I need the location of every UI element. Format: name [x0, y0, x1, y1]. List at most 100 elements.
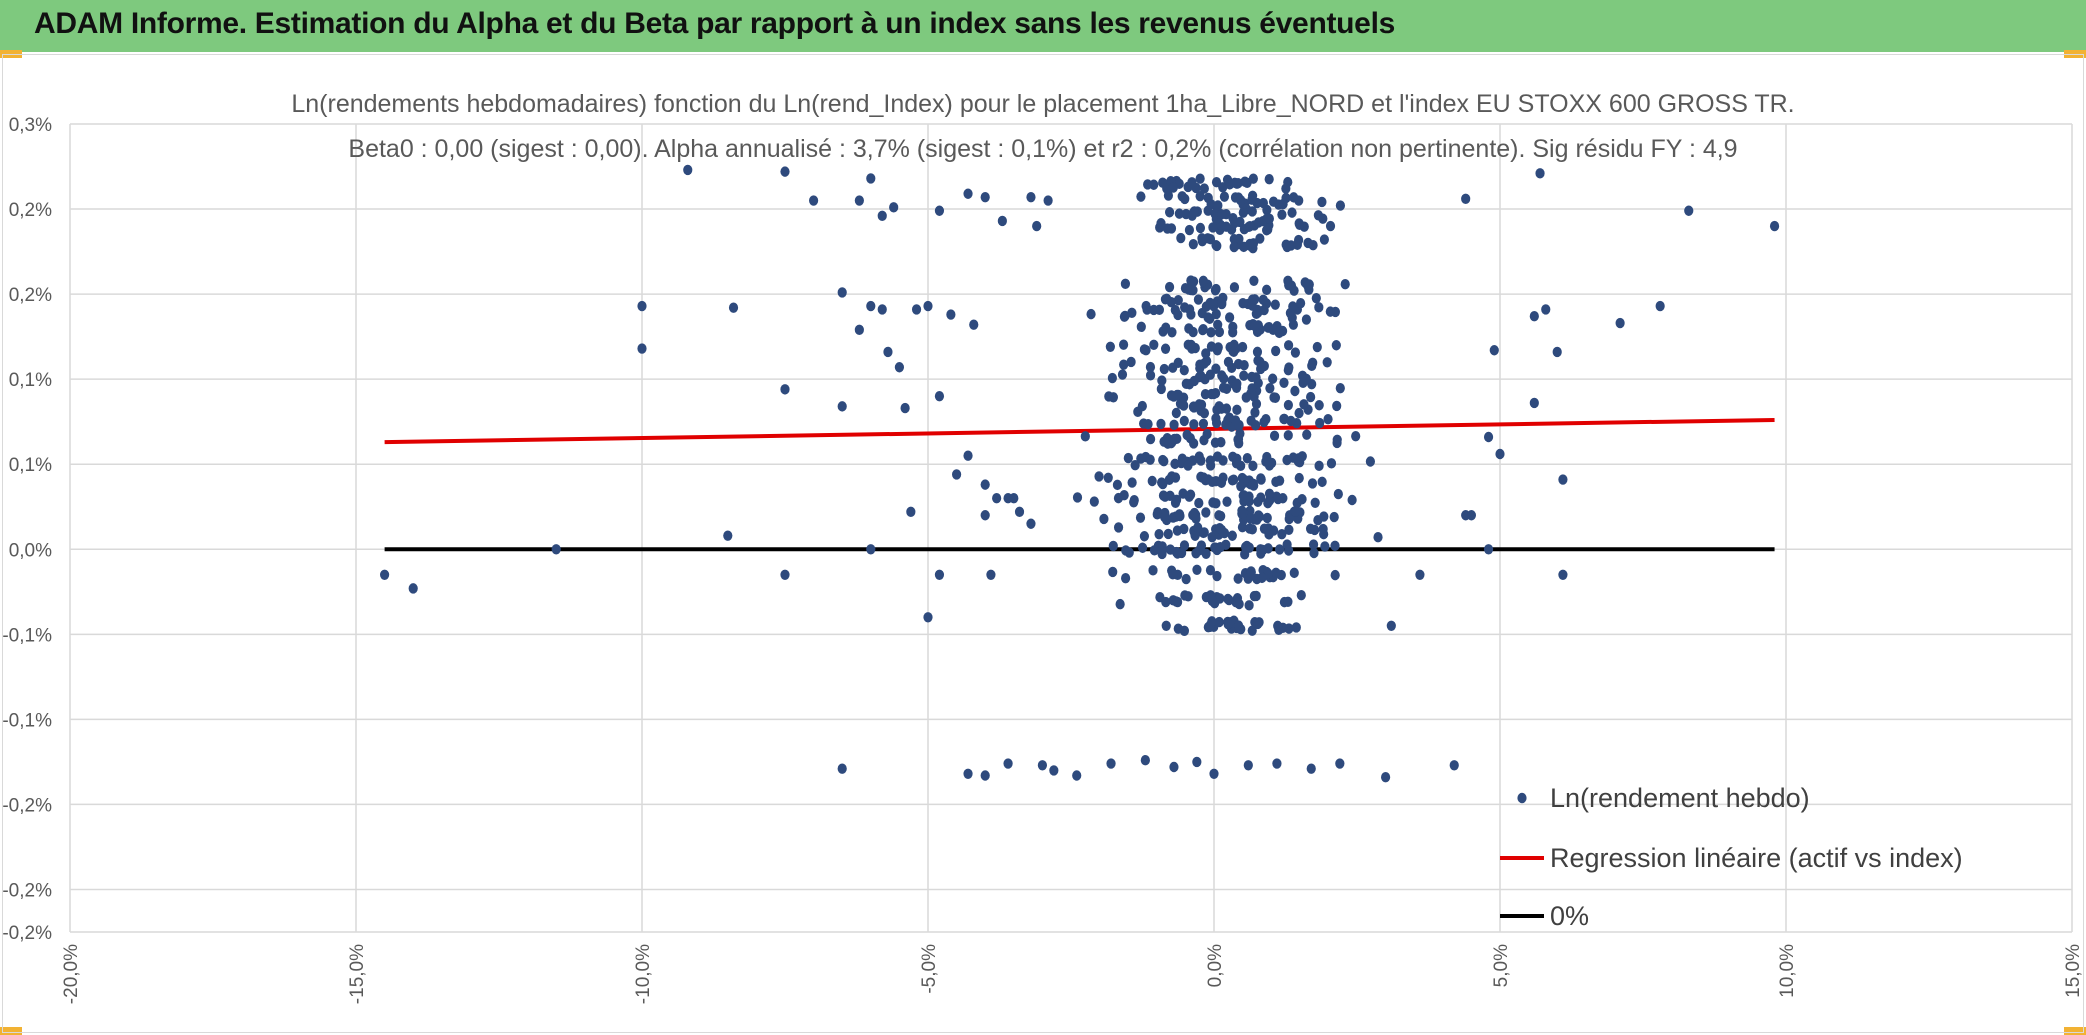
data-point [1169, 761, 1179, 773]
data-point [1227, 530, 1237, 541]
data-point [1238, 341, 1248, 353]
data-point [1262, 284, 1272, 296]
data-point [1168, 569, 1178, 580]
data-point [1257, 572, 1267, 584]
data-point [1296, 590, 1306, 601]
data-point [1135, 512, 1146, 523]
data-point [1158, 478, 1168, 490]
data-point [1335, 200, 1346, 211]
data-point [1263, 497, 1273, 509]
data-point [1238, 298, 1248, 309]
y-tick-label: 0,3% [9, 115, 52, 136]
data-point [1159, 363, 1169, 375]
y-tick-label: -0,2% [2, 880, 52, 901]
data-point [1244, 600, 1254, 611]
data-point [1154, 304, 1165, 316]
data-point [1194, 451, 1204, 462]
data-point [1284, 340, 1294, 351]
data-point [1180, 302, 1190, 313]
data-point [1176, 232, 1186, 244]
data-point [1160, 491, 1170, 502]
data-point [1381, 772, 1391, 783]
data-point [1247, 371, 1257, 383]
data-point [1253, 377, 1263, 389]
data-point [1262, 512, 1272, 524]
data-point [1386, 620, 1396, 632]
data-point [1303, 237, 1313, 249]
data-point [1247, 524, 1257, 535]
data-point [837, 763, 847, 774]
data-point [408, 583, 418, 594]
data-point [1558, 569, 1568, 580]
data-point [1307, 478, 1318, 489]
data-point [551, 544, 561, 555]
data-point [1276, 569, 1286, 581]
data-point [1255, 356, 1265, 368]
data-point [1332, 400, 1342, 412]
data-point [1241, 392, 1251, 403]
series-lines [384, 417, 1775, 552]
data-point [1160, 343, 1171, 354]
data-point [1112, 479, 1123, 491]
data-point [1248, 190, 1258, 201]
data-point [1119, 311, 1130, 322]
y-tick-label: 0,1% [9, 370, 52, 391]
data-point [1123, 452, 1133, 464]
data-point [1184, 224, 1195, 236]
data-point [1247, 625, 1257, 636]
data-point [1262, 225, 1272, 236]
data-point [1211, 387, 1221, 399]
data-point [1273, 493, 1283, 505]
data-point [1173, 623, 1183, 634]
data-point [866, 544, 876, 555]
data-point [1195, 191, 1205, 202]
chart-subtitle: Beta0 : 0,00 (sigest : 0,00). Alpha annu… [348, 135, 1737, 163]
data-point [1191, 548, 1201, 559]
data-point [1253, 496, 1263, 508]
data-point [1208, 222, 1218, 233]
data-point [1121, 573, 1131, 584]
data-point [1529, 397, 1539, 409]
data-point [1277, 528, 1287, 540]
data-point [1245, 220, 1255, 232]
data-point [1137, 542, 1148, 553]
data-point [877, 210, 887, 222]
data-point [1235, 216, 1245, 228]
data-point [1247, 206, 1257, 217]
data-point [980, 510, 990, 521]
data-point [1312, 341, 1322, 353]
data-point [1290, 347, 1301, 358]
data-point [1229, 233, 1239, 245]
data-point [1174, 509, 1185, 520]
data-point [1232, 404, 1242, 416]
data-point [934, 205, 945, 216]
data-point [1108, 566, 1118, 578]
data-point [1182, 429, 1192, 441]
y-tick-label: -0,2% [2, 795, 52, 816]
data-point [1769, 220, 1780, 232]
data-point [866, 173, 876, 184]
data-point [1495, 448, 1505, 460]
data-point [992, 493, 1002, 504]
data-point [1216, 209, 1227, 220]
data-point [1325, 220, 1336, 232]
data-point [1145, 361, 1156, 373]
data-point [1239, 370, 1249, 381]
data-point [1323, 413, 1333, 425]
data-point [877, 304, 887, 315]
data-point [1072, 492, 1083, 503]
data-point [986, 569, 996, 580]
data-point [1541, 304, 1551, 315]
data-point [1272, 758, 1282, 769]
data-point [1173, 309, 1183, 321]
data-point [1157, 375, 1167, 386]
data-point [1143, 418, 1153, 430]
data-point [1261, 456, 1271, 467]
data-point [1179, 400, 1189, 411]
x-tick-label: 0,0% [1205, 944, 1226, 987]
data-point [1315, 417, 1325, 429]
data-point [1156, 383, 1166, 395]
data-point [1094, 471, 1104, 482]
data-point [1157, 546, 1167, 557]
data-point [1273, 620, 1283, 632]
